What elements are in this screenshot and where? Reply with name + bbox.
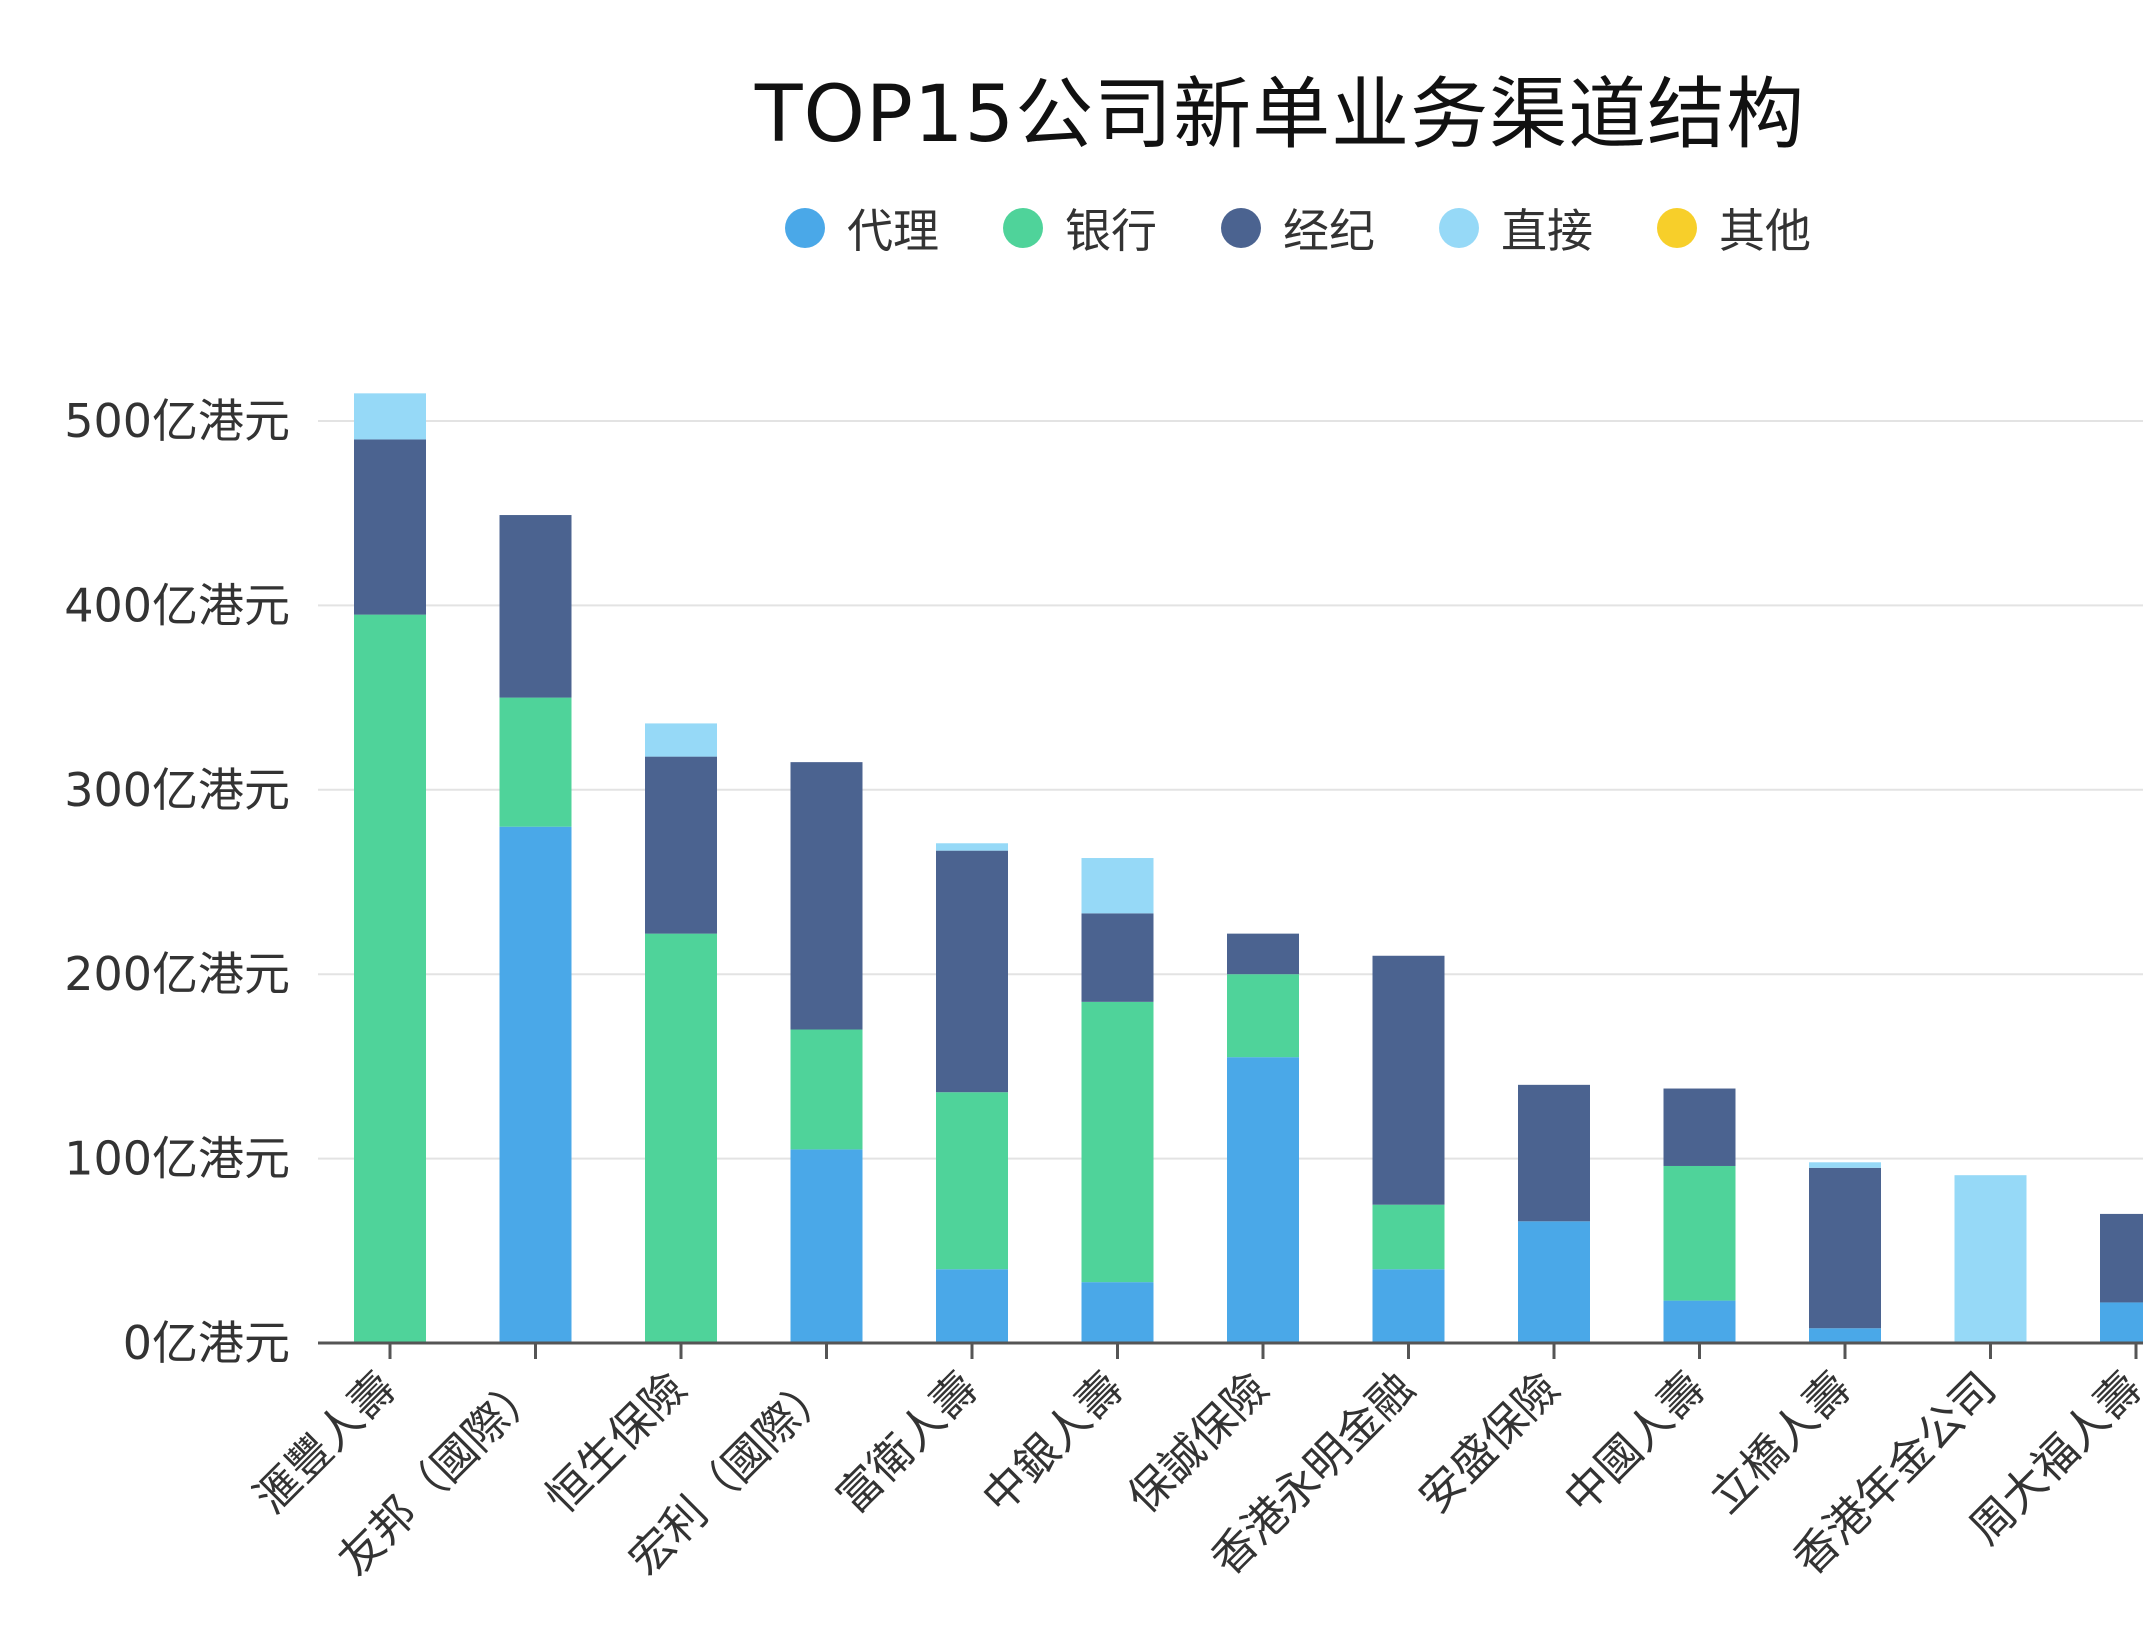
legend-label-3: 直接: [1501, 204, 1593, 258]
bar-7-0: [1372, 1269, 1445, 1343]
legend-label-0: 代理: [847, 204, 939, 258]
x-tick-label-4: 富衛人壽: [827, 1363, 988, 1524]
x-tick-label-8: 安盛保險: [1409, 1363, 1570, 1524]
bar-10-2: [1809, 1167, 1881, 1329]
bar-12-2: [2100, 1213, 2143, 1303]
bar-3-0: [790, 1149, 863, 1343]
bar-4-2: [936, 850, 1008, 1093]
x-tick-label-9: 中國人壽: [1555, 1363, 1716, 1524]
bar-8-0: [1518, 1221, 1590, 1343]
legend-label-2: 经纪: [1283, 204, 1375, 258]
bar-1-1: [499, 697, 572, 827]
y-tick-label-1: 100亿港元: [64, 1132, 290, 1186]
legend-item-2[interactable]: 经纪: [1221, 195, 1375, 261]
legend-item-0[interactable]: 代理: [785, 195, 939, 261]
legend-swatch-0: [785, 208, 825, 248]
bar-9-1: [1663, 1165, 1736, 1301]
legend-swatch-3: [1439, 208, 1479, 248]
bar-0-2: [354, 439, 426, 615]
legend-swatch-1: [1003, 208, 1043, 248]
bar-2-1: [645, 933, 717, 1343]
bar-3-2: [790, 762, 863, 1030]
bar-0-3: [354, 393, 426, 440]
legend-label-4: 其他: [1719, 204, 1811, 258]
y-tick-label-3: 300亿港元: [64, 763, 290, 817]
chart-title: TOP15公司新单业务渠道结构: [754, 70, 1806, 160]
bar-6-2: [1227, 933, 1299, 975]
chart-legend: 代理 银行 经纪 直接 其他: [785, 195, 1811, 261]
legend-swatch-4: [1657, 208, 1697, 248]
legend-item-4[interactable]: 其他: [1657, 195, 1811, 261]
legend-item-3[interactable]: 直接: [1439, 195, 1593, 261]
bar-6-0: [1227, 1057, 1299, 1343]
bar-4-0: [936, 1269, 1008, 1343]
bar-4-1: [936, 1092, 1008, 1270]
bar-3-1: [790, 1029, 863, 1150]
bar-7-1: [1372, 1204, 1445, 1270]
bar-2-2: [645, 756, 717, 934]
bar-11-3: [1954, 1175, 2027, 1343]
bar-8-2: [1518, 1084, 1590, 1222]
bar-9-0: [1663, 1300, 1736, 1343]
y-tick-label-5: 500亿港元: [64, 394, 290, 448]
bar-1-2: [499, 515, 572, 698]
bar-5-3: [1081, 858, 1154, 914]
bar-5-2: [1081, 913, 1154, 1002]
legend-label-1: 银行: [1065, 204, 1157, 258]
bar-0-1: [354, 614, 426, 1343]
y-tick-label-0: 0亿港元: [123, 1316, 290, 1370]
bar-2-3: [645, 723, 717, 757]
bar-7-2: [1372, 955, 1445, 1205]
bar-5-0: [1081, 1282, 1154, 1343]
bar-9-2: [1663, 1088, 1736, 1166]
bar-10-0: [1809, 1328, 1881, 1343]
legend-item-1[interactable]: 银行: [1003, 195, 1157, 261]
bar-4-3: [936, 843, 1008, 851]
y-tick-label-2: 200亿港元: [64, 947, 290, 1001]
y-tick-label-4: 400亿港元: [64, 578, 290, 632]
bar-10-3: [1809, 1162, 1881, 1168]
bar-12-0: [2100, 1302, 2143, 1343]
legend-swatch-2: [1221, 208, 1261, 248]
bar-1-0: [499, 826, 572, 1343]
bar-6-1: [1227, 974, 1299, 1058]
x-tick-label-5: 中銀人壽: [973, 1363, 1134, 1524]
bar-5-1: [1081, 1001, 1154, 1283]
